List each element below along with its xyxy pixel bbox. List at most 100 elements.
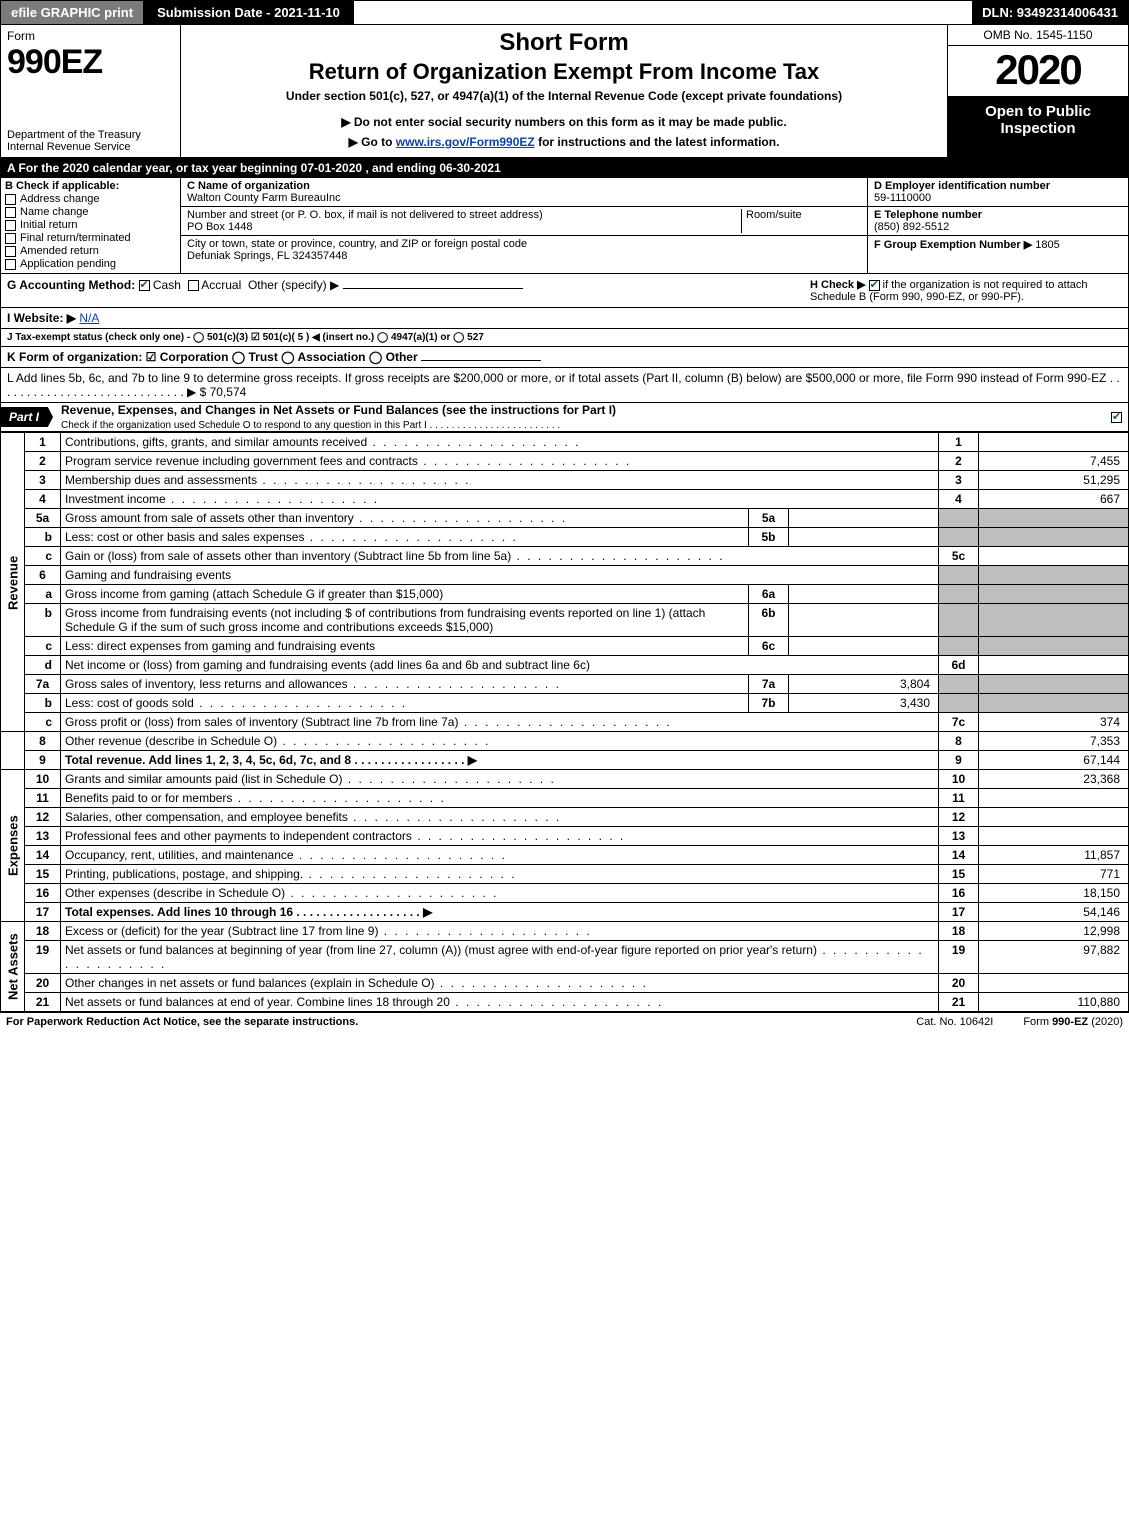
footer-r-post: (2020): [1088, 1016, 1123, 1028]
ln-6: 6: [25, 566, 61, 585]
ln-6a: a: [25, 585, 61, 604]
ck-final-return[interactable]: [5, 233, 16, 244]
dept-line2: Internal Revenue Service: [7, 141, 174, 153]
ln-10: 10: [25, 770, 61, 789]
ck-schedule-o[interactable]: [1111, 412, 1122, 423]
rv-6d: [979, 656, 1129, 675]
d-6d: Net income or (loss) from gaming and fun…: [65, 658, 590, 672]
d-8: Other revenue (describe in Schedule O): [65, 734, 490, 748]
ck-address-change[interactable]: [5, 194, 16, 205]
e-value: (850) 892-5512: [874, 221, 949, 233]
rv-12: [979, 808, 1129, 827]
title-return: Return of Organization Exempt From Incom…: [191, 59, 937, 85]
ck-initial-return[interactable]: [5, 220, 16, 231]
lbl-accrual: Accrual: [201, 278, 241, 292]
mv-5a: [789, 509, 939, 528]
ck-application-pending[interactable]: [5, 259, 16, 270]
other-specify-field[interactable]: [343, 288, 523, 289]
d-5b: Less: cost or other basis and sales expe…: [65, 530, 518, 544]
f-label: F Group Exemption Number ▶: [874, 239, 1032, 251]
d-11: Benefits paid to or for members: [65, 791, 446, 805]
vlabel-revenue: Revenue: [1, 433, 25, 732]
section-b-c-def: B Check if applicable: Address change Na…: [0, 178, 1129, 274]
form-word: Form: [7, 29, 174, 43]
website-link[interactable]: N/A: [79, 311, 99, 325]
ln-16: 16: [25, 884, 61, 903]
k-text: K Form of organization: ☑ Corporation ◯ …: [7, 350, 418, 364]
part-1-badge: Part I: [1, 407, 53, 427]
ck-cash[interactable]: [139, 280, 150, 291]
d-6c: Less: direct expenses from gaming and fu…: [65, 639, 375, 653]
ln-14: 14: [25, 846, 61, 865]
ck-h[interactable]: [869, 280, 880, 291]
lbl-final-return: Final return/terminated: [20, 232, 131, 244]
topbar-spacer: [354, 1, 972, 24]
vlabel-rev-ext: [1, 732, 25, 770]
ln-13: 13: [25, 827, 61, 846]
goto-pre: ▶ Go to: [349, 135, 396, 149]
ln-5b: b: [25, 528, 61, 547]
j-text: J Tax-exempt status (check only one) - ◯…: [7, 332, 484, 343]
rn-13: 13: [939, 827, 979, 846]
rn-5a: [939, 509, 979, 528]
mn-6a: 6a: [749, 585, 789, 604]
rn-11: 11: [939, 789, 979, 808]
l-text: L Add lines 5b, 6c, and 7b to line 9 to …: [7, 371, 1120, 399]
ln-7a: 7a: [25, 675, 61, 694]
goto-link[interactable]: www.irs.gov/Form990EZ: [396, 135, 535, 149]
c-addr-value: PO Box 1448: [187, 221, 252, 233]
ln-6d: d: [25, 656, 61, 675]
rn-6c: [939, 637, 979, 656]
footer-right: Form 990-EZ (2020): [1023, 1016, 1123, 1028]
rv-19: 97,882: [979, 941, 1129, 974]
dept-line1: Department of the Treasury: [7, 129, 174, 141]
ln-17: 17: [25, 903, 61, 922]
i-label: I Website: ▶: [7, 311, 76, 325]
c-city-value: Defuniak Springs, FL 324357448: [187, 250, 347, 262]
ln-9: 9: [25, 751, 61, 770]
ln-7c: c: [25, 713, 61, 732]
rn-5b: [939, 528, 979, 547]
goto-instructions: ▶ Go to www.irs.gov/Form990EZ for instru…: [191, 135, 937, 149]
d-5c: Gain or (loss) from sale of assets other…: [65, 549, 725, 563]
rn-4: 4: [939, 490, 979, 509]
d-19: Net assets or fund balances at beginning…: [65, 943, 924, 971]
rv-18: 12,998: [979, 922, 1129, 941]
rv-11: [979, 789, 1129, 808]
rv-3: 51,295: [979, 471, 1129, 490]
ck-amended-return[interactable]: [5, 246, 16, 257]
d-2: Program service revenue including govern…: [65, 454, 631, 468]
lbl-address-change: Address change: [20, 193, 100, 205]
d-16: Other expenses (describe in Schedule O): [65, 886, 498, 900]
rv-6a: [979, 585, 1129, 604]
ck-name-change[interactable]: [5, 207, 16, 218]
l-value: 70,574: [210, 385, 247, 399]
d-3: Membership dues and assessments: [65, 473, 470, 487]
f-value: 1805: [1035, 239, 1059, 251]
mv-6b: [789, 604, 939, 637]
lbl-cash: Cash: [153, 278, 181, 292]
rn-17: 17: [939, 903, 979, 922]
k-other-field[interactable]: [421, 360, 541, 361]
rv-4: 667: [979, 490, 1129, 509]
rv-17: 54,146: [979, 903, 1129, 922]
mv-5b: [789, 528, 939, 547]
row-g-h: G Accounting Method: Cash Accrual Other …: [0, 274, 1129, 308]
ck-accrual[interactable]: [188, 280, 199, 291]
header-right: OMB No. 1545-1150 2020 Open to Public In…: [948, 25, 1128, 157]
rn-3: 3: [939, 471, 979, 490]
ln-21: 21: [25, 993, 61, 1012]
rn-16: 16: [939, 884, 979, 903]
vlabel-expenses: Expenses: [1, 770, 25, 922]
page-footer: For Paperwork Reduction Act Notice, see …: [0, 1012, 1129, 1031]
mv-6c: [789, 637, 939, 656]
rn-7b: [939, 694, 979, 713]
efile-print-button[interactable]: efile GRAPHIC print: [1, 1, 145, 24]
d-9: Total revenue. Add lines 1, 2, 3, 4, 5c,…: [65, 753, 477, 767]
footer-r-bold: 990-EZ: [1052, 1016, 1088, 1028]
rn-8: 8: [939, 732, 979, 751]
mn-6b: 6b: [749, 604, 789, 637]
rn-21: 21: [939, 993, 979, 1012]
lbl-initial-return: Initial return: [20, 219, 77, 231]
rv-21: 110,880: [979, 993, 1129, 1012]
